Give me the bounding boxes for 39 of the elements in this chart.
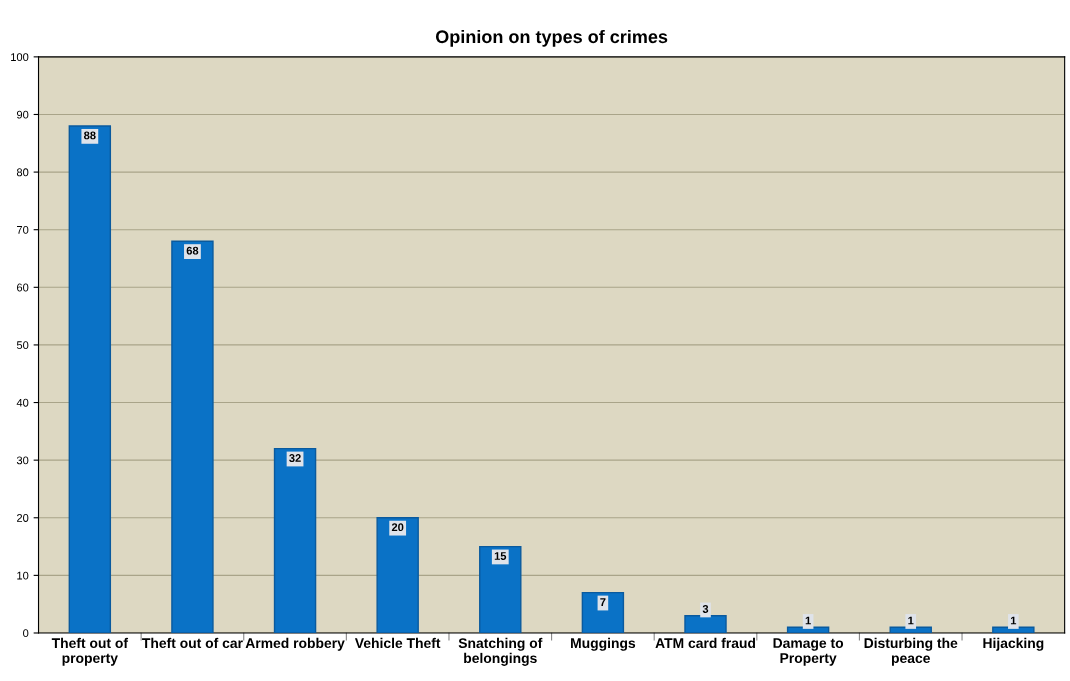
y-tick-label: 20 (17, 514, 29, 522)
bar (684, 615, 727, 633)
data-label: 88 (84, 131, 96, 140)
chart-title: Opinion on types of crimes (435, 29, 668, 47)
data-label: 7 (600, 598, 606, 606)
x-tick-label: Armed robbery (245, 637, 345, 651)
bar (171, 240, 214, 633)
data-label: 68 (186, 246, 199, 255)
y-tick-label: 60 (17, 283, 29, 292)
x-tick-label: Damage to Property (773, 638, 844, 666)
y-tick-label: 100 (11, 53, 29, 61)
bar (273, 447, 317, 633)
data-label: 1 (1010, 616, 1017, 625)
y-tick-label: 0 (23, 629, 29, 638)
x-tick-label: Disturbing the peace (864, 637, 958, 666)
y-tick-label: 80 (16, 168, 29, 177)
data-label: 15 (494, 552, 507, 560)
data-label: 32 (289, 454, 301, 462)
y-tick-label: 10 (17, 571, 29, 580)
x-tick-label: Vehicle Theft (354, 637, 441, 649)
data-label: 3 (702, 605, 709, 613)
y-tick-label: 30 (16, 456, 29, 465)
x-tick-label: Snatching of belongings (458, 637, 543, 666)
data-label: 1 (908, 616, 914, 625)
bar (68, 125, 112, 633)
y-tick-label: 70 (17, 225, 29, 234)
y-tick-label: 50 (16, 341, 29, 350)
x-tick-label: Muggings (571, 637, 636, 651)
bar (581, 591, 625, 633)
x-tick-label: Theft out of car (142, 637, 243, 649)
data-label: 20 (391, 523, 404, 532)
bar (479, 545, 522, 633)
y-tick-label: 40 (16, 398, 29, 407)
data-label: 1 (805, 616, 811, 625)
y-tick-label: 90 (16, 110, 29, 119)
bar (376, 517, 419, 633)
x-tick-label: ATM card fraud (655, 637, 756, 649)
x-tick-label: Hijacking (983, 637, 1044, 651)
x-tick-label: Theft out of property (51, 637, 129, 666)
